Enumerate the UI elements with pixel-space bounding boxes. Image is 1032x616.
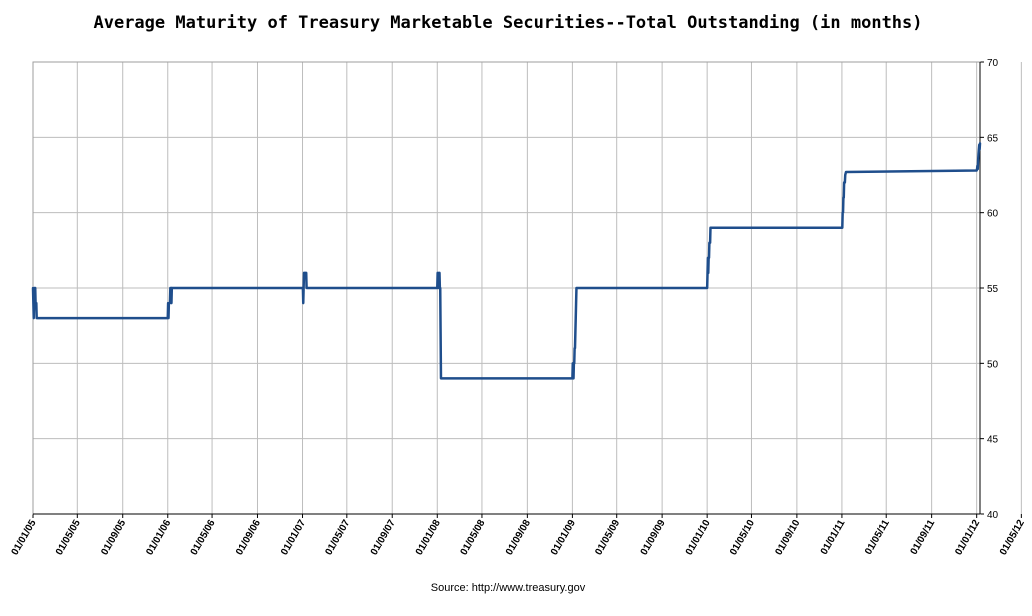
y-axis-ticks: 40 45 50 55 60 65 70 [987, 58, 999, 521]
x-tick-label: 01/01/10 [684, 518, 713, 558]
x-tick-label: 01/09/08 [504, 518, 533, 558]
data-point [978, 148, 981, 151]
data-point [979, 142, 981, 145]
data-point [32, 287, 34, 289]
data-point [708, 257, 710, 259]
y-tick-label: 60 [987, 209, 999, 220]
x-tick-label: 01/05/11 [863, 518, 892, 557]
data-point [440, 377, 443, 380]
data-point [437, 287, 440, 289]
data-point [977, 153, 980, 155]
data-point [842, 211, 844, 214]
data-point [709, 242, 711, 244]
x-tick-label: 01/05/05 [54, 518, 83, 558]
y-tick-label: 40 [987, 510, 999, 521]
axes [32, 61, 1022, 518]
data-point [170, 302, 173, 304]
y-tick-label: 65 [987, 133, 999, 144]
x-tick-label: 01/09/09 [639, 518, 668, 558]
x-tick-label: 01/05/09 [593, 518, 622, 558]
data-point [845, 171, 847, 173]
data-point [32, 317, 35, 319]
x-tick-label: 01/01/06 [144, 518, 173, 558]
x-tick-label: 01/09/11 [909, 518, 938, 557]
x-tick-label: 01/05/12 [998, 518, 1027, 558]
x-tick-label: 01/01/09 [549, 518, 578, 558]
x-tick-label: 01/01/12 [953, 518, 982, 558]
data-point [438, 272, 441, 274]
y-tick-label: 70 [987, 58, 999, 69]
x-tick-label: 01/09/05 [99, 518, 128, 558]
data-point [975, 169, 978, 172]
data-point [841, 226, 844, 229]
x-tick-label: 01/01/08 [414, 518, 443, 558]
data-point [171, 287, 173, 289]
data-point [169, 302, 171, 304]
data-point [574, 332, 577, 335]
data-point [436, 272, 439, 274]
data-point [439, 332, 442, 335]
data-point [844, 181, 846, 184]
data-point [305, 287, 308, 289]
data-point [844, 174, 847, 176]
data-point [305, 272, 308, 274]
x-tick-label: 01/09/07 [369, 518, 398, 558]
data-point [302, 287, 305, 289]
data-point [706, 287, 708, 289]
y-tick-label: 45 [987, 435, 999, 446]
data-point [571, 362, 574, 365]
data-point [36, 317, 38, 319]
data-point [302, 302, 305, 304]
data-point [574, 347, 576, 350]
x-tick-label: 01/05/06 [189, 518, 218, 558]
data-point [976, 168, 979, 170]
data-point [575, 302, 577, 304]
chart-source: Source: http://www.treasury.gov [431, 582, 586, 594]
x-tick-label: 01/05/07 [323, 518, 352, 558]
data-point [575, 287, 578, 289]
x-axis-ticks: 01/01/05 01/05/05 01/09/05 01/01/06 01/05/06… [10, 518, 1028, 558]
data-point [167, 317, 170, 319]
data-point [844, 172, 847, 175]
x-tick-label: 01/05/08 [459, 518, 488, 558]
data-point [573, 362, 576, 365]
data-point [34, 287, 37, 289]
data-point [707, 272, 710, 274]
x-tick-label: 01/01/07 [279, 518, 308, 558]
data-point [842, 196, 845, 199]
x-tick-label: 01/05/10 [728, 518, 757, 558]
data-point [976, 165, 979, 167]
x-tick-label: 01/01/05 [10, 518, 39, 558]
data-point [35, 302, 38, 304]
chart-title: Average Maturity of Treasury Marketable … [93, 13, 922, 33]
y-tick-label: 55 [987, 284, 999, 295]
x-tick-label: 01/01/11 [819, 518, 848, 557]
y-tick-label: 50 [987, 359, 999, 370]
data-point [710, 226, 713, 229]
data-point [33, 302, 35, 304]
series-layer [31, 142, 982, 380]
x-tick-label: 01/09/10 [773, 518, 802, 558]
x-tick-label: 01/09/06 [234, 518, 263, 558]
data-point [439, 287, 442, 289]
data-point [978, 144, 981, 146]
data-point [977, 159, 979, 161]
series-line [31, 142, 982, 380]
data-point [572, 377, 575, 380]
data-point [574, 317, 577, 319]
